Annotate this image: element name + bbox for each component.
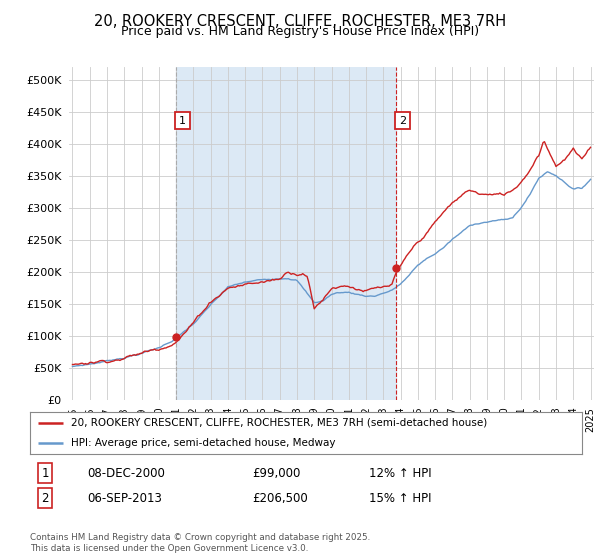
Text: 20, ROOKERY CRESCENT, CLIFFE, ROCHESTER, ME3 7RH (semi-detached house): 20, ROOKERY CRESCENT, CLIFFE, ROCHESTER,… bbox=[71, 418, 488, 428]
Text: £99,000: £99,000 bbox=[252, 466, 301, 480]
Text: Price paid vs. HM Land Registry's House Price Index (HPI): Price paid vs. HM Land Registry's House … bbox=[121, 25, 479, 38]
Text: £206,500: £206,500 bbox=[252, 492, 308, 505]
Text: 15% ↑ HPI: 15% ↑ HPI bbox=[369, 492, 431, 505]
Text: 1: 1 bbox=[179, 115, 185, 125]
Text: 2: 2 bbox=[399, 115, 406, 125]
Text: 1: 1 bbox=[41, 466, 49, 480]
Text: 12% ↑ HPI: 12% ↑ HPI bbox=[369, 466, 431, 480]
Text: HPI: Average price, semi-detached house, Medway: HPI: Average price, semi-detached house,… bbox=[71, 438, 336, 448]
Bar bbox=[176, 67, 396, 400]
Text: 06-SEP-2013: 06-SEP-2013 bbox=[87, 492, 162, 505]
Text: 2: 2 bbox=[41, 492, 49, 505]
Text: 08-DEC-2000: 08-DEC-2000 bbox=[87, 466, 165, 480]
Text: 20, ROOKERY CRESCENT, CLIFFE, ROCHESTER, ME3 7RH: 20, ROOKERY CRESCENT, CLIFFE, ROCHESTER,… bbox=[94, 14, 506, 29]
Text: Contains HM Land Registry data © Crown copyright and database right 2025.
This d: Contains HM Land Registry data © Crown c… bbox=[30, 533, 370, 553]
